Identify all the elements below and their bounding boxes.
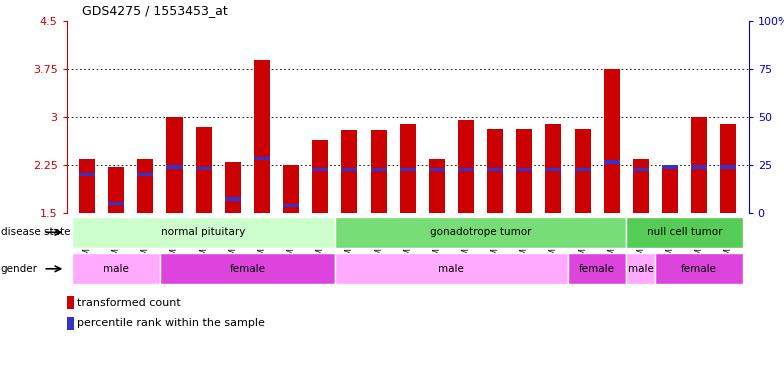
Bar (67, 296, 74, 309)
Text: male: male (103, 264, 129, 274)
Bar (335, 253, 568, 284)
Bar (79, 173, 95, 177)
Text: female: female (681, 264, 717, 274)
Bar (633, 168, 649, 171)
Bar (633, 159, 649, 213)
Text: gonadotrope tumor: gonadotrope tumor (430, 227, 532, 237)
Bar (691, 117, 707, 213)
Bar (137, 159, 154, 213)
Bar (341, 130, 358, 213)
Bar (108, 167, 124, 213)
Text: transformed count: transformed count (77, 298, 181, 308)
Bar (720, 165, 736, 169)
Bar (655, 253, 743, 284)
Bar (160, 253, 335, 284)
Bar (720, 124, 736, 213)
Bar (341, 168, 358, 171)
Bar (166, 117, 183, 213)
Bar (283, 204, 299, 207)
Bar (575, 168, 590, 171)
Bar (254, 157, 270, 161)
Text: disease state: disease state (1, 227, 71, 237)
Bar (662, 167, 678, 213)
Bar (225, 197, 241, 201)
Text: null cell tumor: null cell tumor (647, 227, 722, 237)
Bar (371, 168, 387, 171)
Bar (546, 124, 561, 213)
Bar (400, 168, 416, 171)
Bar (196, 127, 212, 213)
Bar (568, 253, 626, 284)
Text: GDS4275 / 1553453_at: GDS4275 / 1553453_at (82, 4, 228, 17)
Bar (626, 253, 655, 284)
Bar (662, 165, 678, 169)
Text: gender: gender (1, 264, 38, 274)
Bar (108, 202, 124, 205)
Bar (72, 253, 160, 284)
Bar (458, 168, 474, 171)
Text: normal pituitary: normal pituitary (162, 227, 246, 237)
Bar (604, 160, 619, 164)
Bar (72, 217, 335, 248)
Bar (67, 317, 74, 329)
Bar (575, 129, 590, 213)
Bar (225, 162, 241, 213)
Text: male: male (628, 264, 654, 274)
Bar (79, 159, 95, 213)
Text: female: female (579, 264, 615, 274)
Bar (283, 165, 299, 213)
Bar (604, 69, 619, 213)
Bar (546, 168, 561, 171)
Bar (516, 168, 532, 171)
Bar (400, 124, 416, 213)
Bar (312, 139, 328, 213)
Bar (166, 165, 183, 169)
Bar (487, 129, 503, 213)
Bar (312, 168, 328, 171)
Bar (516, 129, 532, 213)
Text: female: female (230, 264, 265, 274)
Bar (335, 217, 626, 248)
Bar (626, 217, 743, 248)
Bar (371, 130, 387, 213)
Bar (429, 168, 445, 171)
Text: percentile rank within the sample: percentile rank within the sample (77, 318, 265, 328)
Bar (254, 60, 270, 213)
Text: male: male (438, 264, 464, 274)
Bar (196, 167, 212, 170)
Bar (691, 165, 707, 169)
Bar (137, 173, 154, 177)
Bar (487, 168, 503, 171)
Bar (458, 120, 474, 213)
Bar (429, 159, 445, 213)
